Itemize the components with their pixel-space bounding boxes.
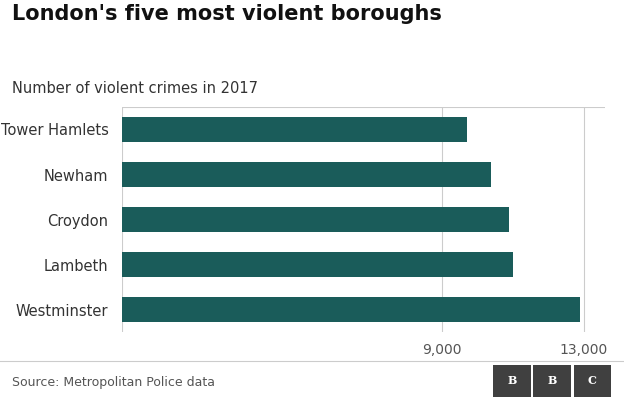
FancyBboxPatch shape [534,364,571,397]
Bar [122,252,513,277]
Text: B: B [507,375,517,386]
Text: Source: Metropolitan Police data: Source: Metropolitan Police data [12,376,215,389]
FancyBboxPatch shape [573,364,611,397]
Text: London's five most violent boroughs: London's five most violent boroughs [12,4,442,24]
Bar [122,117,467,142]
Text: B: B [547,375,557,386]
Bar [122,162,492,187]
Text: Number of violent crimes in 2017: Number of violent crimes in 2017 [12,81,258,96]
FancyBboxPatch shape [493,364,530,397]
Bar [122,297,580,322]
Bar [122,207,509,232]
Text: C: C [588,375,597,386]
